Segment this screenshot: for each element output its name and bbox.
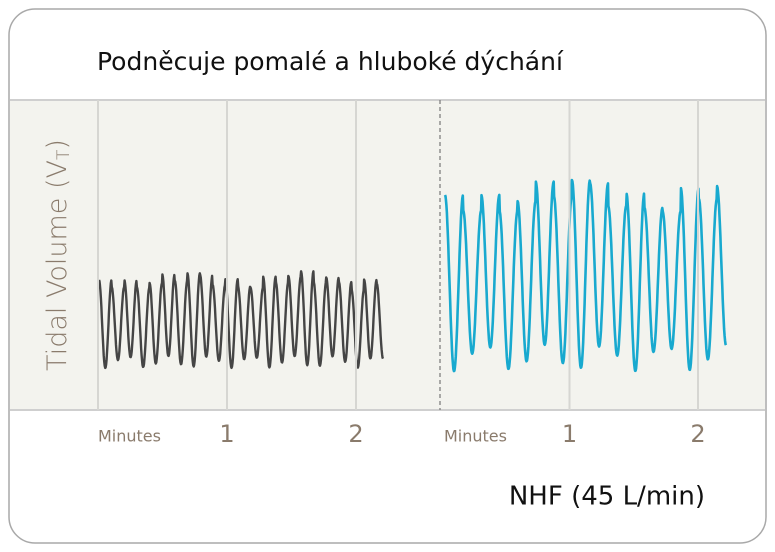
y-label-close: )	[42, 139, 73, 150]
x-tick-label: 2	[690, 420, 705, 448]
x-tick-label: Minutes	[98, 427, 161, 446]
caption: NHF (45 L/min)	[509, 482, 705, 512]
x-tick-label: 1	[562, 420, 577, 448]
plot-band	[10, 100, 765, 410]
x-tick-label: Minutes	[444, 427, 507, 446]
waveform	[97, 270, 385, 370]
y-axis-label: Tidal Volume (VT)	[42, 139, 75, 371]
y-label-text: Tidal Volume (V	[42, 160, 73, 371]
illustration	[97, 178, 728, 373]
y-label-subscript: T	[54, 149, 74, 160]
title: Podněcuje pomalé a hluboké dýchání	[97, 47, 564, 76]
x-tick-label: 1	[219, 420, 234, 448]
x-tick-label: 2	[348, 420, 363, 448]
waveform	[443, 178, 728, 373]
